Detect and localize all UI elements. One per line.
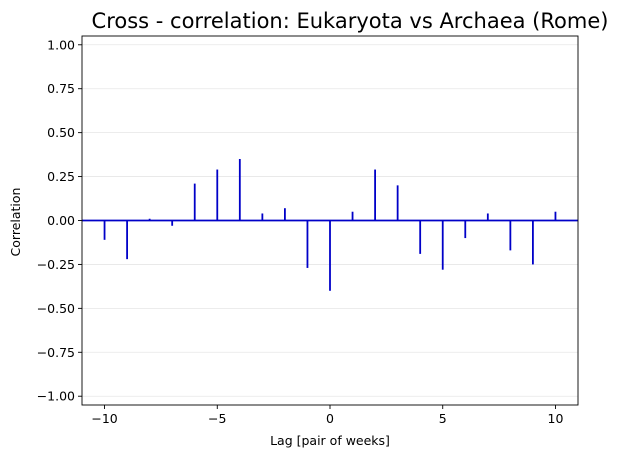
stem-series — [103, 159, 557, 291]
y-tick-label: −1.00 — [37, 389, 75, 404]
x-tick-label: −5 — [208, 411, 226, 426]
y-axis-label: Correlation — [8, 188, 23, 257]
y-tick-label: 1.00 — [47, 37, 75, 52]
y-tick-label: 0.00 — [47, 213, 75, 228]
y-tick-label: 0.75 — [47, 81, 75, 96]
y-tick-label: 0.25 — [47, 169, 75, 184]
x-axis-label: Lag [pair of weeks] — [270, 433, 390, 448]
y-axis-ticks: −1.00 −0.75 −0.50 −0.25 0.00 0.25 0.50 0.75 1.00 — [37, 37, 82, 404]
y-tick-label: −0.75 — [37, 345, 75, 360]
y-tick-label: 0.50 — [47, 125, 75, 140]
chart-title: Cross - correlation: Eukaryota vs Archae… — [92, 9, 609, 33]
x-tick-label: 5 — [439, 411, 447, 426]
x-tick-label: −10 — [91, 411, 117, 426]
x-tick-label: 0 — [326, 411, 334, 426]
y-tick-label: −0.25 — [37, 257, 75, 272]
x-tick-label: 10 — [548, 411, 564, 426]
x-axis-ticks: −10 −5 0 5 10 — [91, 405, 563, 426]
y-tick-label: −0.50 — [37, 301, 75, 316]
